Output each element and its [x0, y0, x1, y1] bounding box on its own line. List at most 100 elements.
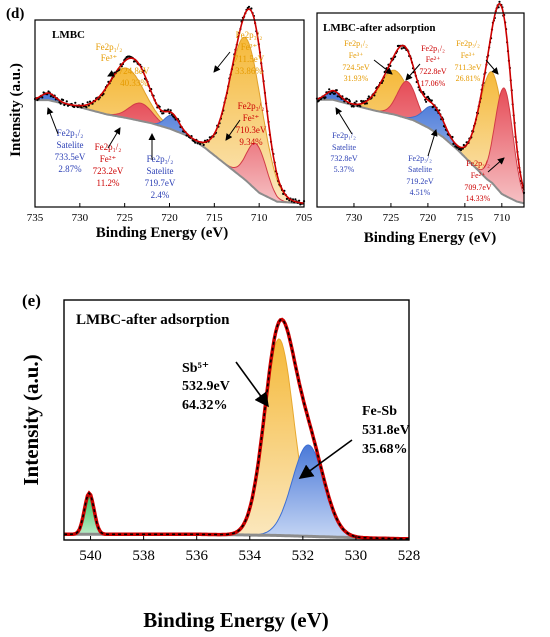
panel-label-e: (e): [22, 291, 41, 310]
annotation-fe2-2p12: Fe2p₁/₂ Fe²⁺ 722.8eV 17.06%: [419, 44, 447, 88]
svg-text:5.37%: 5.37%: [334, 165, 355, 174]
annotation-fe3-2p12: Fe2p₁/₂ Fe³⁺ 724.5eV 31.93%: [342, 39, 370, 83]
x-tick-label: 530: [345, 548, 368, 564]
x-tick-label: 735: [27, 212, 44, 224]
svg-text:64.32%: 64.32%: [182, 398, 228, 413]
data-point: [194, 141, 197, 144]
svg-text:710.3eV: 710.3eV: [236, 125, 267, 135]
data-point: [65, 100, 68, 103]
svg-text:732.8eV: 732.8eV: [330, 154, 358, 163]
svg-text:Fe2p₃/₂: Fe2p₃/₂: [456, 39, 480, 48]
svg-text:Fe2p₃/₂: Fe2p₃/₂: [238, 101, 265, 111]
data-point: [317, 99, 320, 102]
x-ticks: 730 725 720 715 710: [346, 203, 511, 224]
data-point: [80, 106, 83, 109]
svg-text:9.34%: 9.34%: [239, 137, 263, 147]
svg-text:Fe2p₃/₂: Fe2p₃/₂: [147, 154, 174, 164]
y-axis-label: Intensity (a.u.): [8, 63, 24, 157]
axes-frame: [63, 299, 410, 541]
svg-text:14.33%: 14.33%: [466, 194, 491, 203]
svg-text:531.8eV: 531.8eV: [362, 423, 410, 438]
svg-text:719.7eV: 719.7eV: [145, 178, 176, 188]
x-tick-label: 710: [494, 212, 511, 224]
data-point: [74, 101, 77, 104]
svg-text:Fe²⁺: Fe²⁺: [426, 55, 441, 64]
svg-text:722.8eV: 722.8eV: [419, 67, 447, 76]
x-tick-label: 528: [398, 548, 421, 564]
annotation-fe3-2p32: Fe2p₃/₂ Fe³⁺ 711.3eV 26.81%: [454, 39, 481, 83]
svg-text:4.51%: 4.51%: [410, 188, 431, 197]
chart-d-left: Intensity (a.u.) LMBC 735 730 725 720 715 710…: [8, 5, 313, 241]
x-tick-label: 540: [79, 548, 102, 564]
fit-line: [34, 8, 305, 204]
svg-text:31.93%: 31.93%: [344, 74, 369, 83]
svg-text:Satelite: Satelite: [332, 143, 356, 152]
svg-text:Sb⁵⁺: Sb⁵⁺: [182, 361, 209, 376]
data-point: [346, 97, 349, 100]
data-point: [162, 112, 165, 115]
data-point: [328, 88, 331, 91]
peak-component: [64, 444, 410, 540]
svg-text:733.5eV: 733.5eV: [55, 152, 86, 162]
data-point: [348, 100, 351, 103]
annotation-sat-2p12: Fe2p₁/₂ Satelite 732.8eV 5.37%: [330, 131, 358, 174]
x-axis-label: Binding Energy (eV): [364, 230, 497, 246]
data-point: [62, 98, 65, 102]
data-dashed-line: [64, 318, 410, 540]
data-point: [324, 96, 327, 99]
svg-text:Fe²⁺: Fe²⁺: [243, 113, 260, 123]
x-tick-label: 715: [457, 212, 474, 224]
svg-text:Fe2p₁/₂: Fe2p₁/₂: [344, 39, 368, 48]
chart-title: LMBC-after adsorption: [323, 22, 436, 34]
data-point: [73, 105, 76, 109]
svg-text:Fe2p₁/₂: Fe2p₁/₂: [96, 42, 123, 52]
annotation-fe3-2p32: Fe2p₃/₂ Fe³⁺ 711.5eV 33.86%: [234, 30, 265, 76]
svg-text:2.4%: 2.4%: [151, 190, 170, 200]
annotation-arrows: [235, 361, 353, 479]
peak-component: [64, 338, 410, 540]
svg-text:Fe2p₃/₂: Fe2p₃/₂: [408, 154, 432, 163]
svg-text:Fe³⁺: Fe³⁺: [241, 42, 258, 52]
svg-text:17.06%: 17.06%: [421, 79, 446, 88]
data-point: [498, 0, 501, 3]
data-point: [355, 100, 358, 103]
x-axis-label: Binding Energy (eV): [143, 608, 329, 632]
y-axis-label: Intensity (a.u.): [19, 354, 43, 485]
chart-title: LMBC: [52, 29, 85, 41]
annotation-fe-sb: Fe-Sb 531.8eV 35.68%: [362, 404, 410, 457]
data-point: [336, 95, 339, 98]
annotation-fe2-2p32: Fe2p₃/₂ Fe²⁺ 709.7eV 14.33%: [464, 159, 492, 203]
x-tick-label: 710: [251, 212, 268, 224]
annotation-sat-2p32: Fe2p₃/₂ Satelite 719.2eV 4.51%: [406, 154, 434, 197]
data-point: [167, 108, 170, 111]
svg-text:724.5eV: 724.5eV: [342, 63, 370, 72]
data-point: [426, 95, 430, 98]
data-point: [88, 100, 92, 103]
x-tick-label: 725: [116, 212, 133, 224]
data-point: [41, 96, 44, 99]
data-point: [59, 102, 62, 105]
plot-area: [63, 299, 410, 541]
data-point: [49, 95, 53, 98]
svg-text:Fe2p₃/₂: Fe2p₃/₂: [466, 159, 490, 168]
x-axis-label: Binding Energy (eV): [96, 225, 229, 241]
svg-text:33.86%: 33.86%: [235, 66, 263, 76]
svg-text:Fe2p₃/₂: Fe2p₃/₂: [236, 30, 263, 40]
annotation-sb5: Sb⁵⁺ 532.9eV 64.32%: [182, 361, 230, 413]
data-point: [294, 198, 297, 201]
annotation-fe2-2p32: Fe2p₃/₂ Fe²⁺ 710.3eV 9.34%: [236, 101, 267, 147]
svg-text:Fe2p₁/₂: Fe2p₁/₂: [421, 44, 445, 53]
svg-text:Fe2p₁/₂: Fe2p₁/₂: [332, 131, 356, 140]
data-point: [430, 99, 433, 102]
data-point: [298, 199, 301, 202]
x-tick-label: 715: [206, 212, 223, 224]
svg-text:Satelite: Satelite: [408, 165, 432, 174]
data-point: [360, 99, 363, 103]
data-point: [202, 143, 205, 146]
data-point: [81, 102, 84, 106]
plot-area: [33, 5, 306, 208]
data-point: [329, 92, 332, 95]
svg-text:35.68%: 35.68%: [362, 442, 408, 457]
data-point: [169, 109, 172, 112]
